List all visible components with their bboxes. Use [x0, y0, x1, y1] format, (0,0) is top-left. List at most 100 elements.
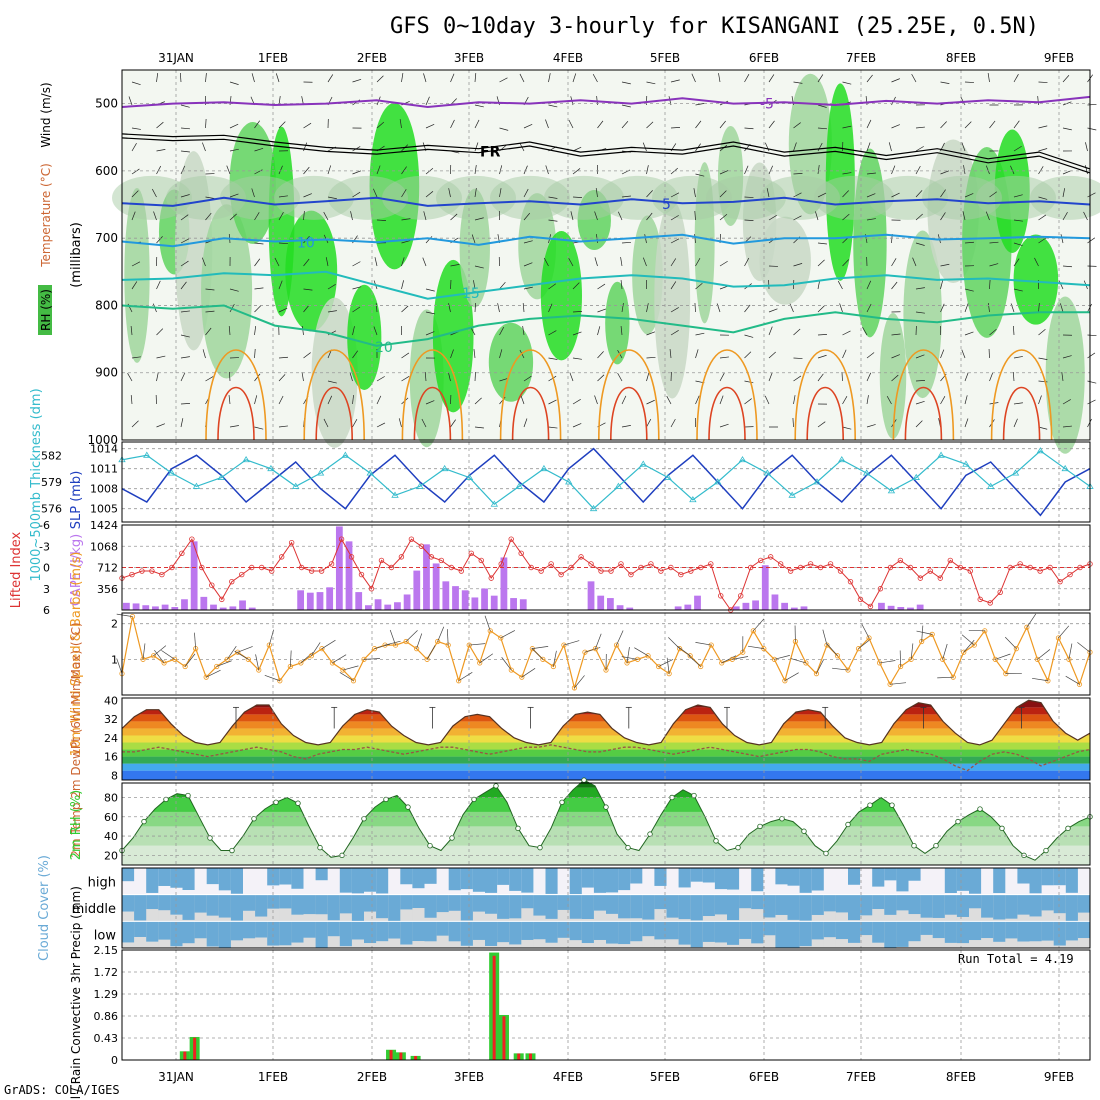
wind-barb-10m [268, 629, 275, 646]
cloud-cell [787, 921, 801, 948]
wind-barb [1012, 372, 1015, 382]
wind-barb [202, 142, 206, 152]
wind-barb [254, 349, 256, 359]
cloud-cell [630, 894, 643, 919]
temp-band [122, 763, 1090, 771]
wind-barb [180, 372, 186, 382]
wind-barb [499, 165, 503, 175]
thickness-tick-label: 582 [41, 449, 62, 462]
wind-speed-marker [308, 653, 314, 659]
cloud-cell [134, 894, 147, 921]
lifted-index-marker [857, 596, 864, 603]
lifted-index-marker [328, 561, 335, 567]
cloud-cell [557, 894, 571, 910]
wind-barb [1060, 303, 1064, 313]
wind-speed-marker [834, 653, 841, 659]
wind-barb [425, 96, 430, 106]
wind-barb [1062, 101, 1072, 106]
wind-barb-10m [553, 650, 557, 667]
cloud-cell-bg [823, 868, 837, 895]
wind-barb [891, 374, 899, 382]
wind-barb [1062, 355, 1072, 359]
wind-barb [523, 165, 528, 175]
wind-barb [275, 73, 280, 83]
wind-barb [719, 120, 726, 129]
cloud-cell [1017, 868, 1030, 884]
wind-barb [621, 241, 632, 244]
lifted-index-marker [748, 564, 754, 571]
wind-barb [205, 327, 212, 336]
cloud-cell-bg [255, 868, 268, 895]
wind-speed-marker [329, 660, 336, 666]
cloud-cell [981, 921, 994, 939]
cloud-level-label: high [88, 875, 116, 890]
wind-barb-10m [747, 645, 764, 649]
wind-barb-10m [206, 669, 221, 678]
wind-barb [989, 241, 999, 244]
wind-barb [229, 123, 239, 129]
cape-bar [239, 600, 246, 610]
temp-band [122, 728, 1090, 736]
wind-barb [523, 262, 533, 267]
rh-marker [757, 823, 763, 830]
wind-barb [229, 193, 239, 198]
wind-barb [499, 77, 508, 83]
wind-barb [499, 326, 505, 336]
wind-barb [670, 329, 679, 336]
temp-band [122, 770, 1090, 780]
wind-speed-marker [182, 663, 188, 670]
lifted-index-marker [887, 564, 894, 571]
lifted-index-marker [777, 561, 784, 567]
wind-barb [646, 418, 652, 428]
wind-speed-marker [319, 646, 325, 652]
wind-speed-marker [824, 642, 830, 648]
wind-barb-10m [721, 655, 737, 664]
wind-barb [301, 372, 304, 382]
cloud-cell [775, 868, 788, 885]
lifted-index-marker [837, 568, 844, 574]
wind-barb [768, 372, 773, 382]
wind-barb [621, 104, 631, 108]
wind-barb [254, 212, 260, 221]
wind-barb [793, 81, 803, 84]
temp-axis-label: 2m Temp 2m DewPt (6hr Min/Max) (°C) [69, 622, 83, 857]
wind-barb-10m [154, 649, 165, 664]
wind-barb [1062, 212, 1068, 221]
cloud-cell [932, 921, 946, 939]
cape-bar [587, 581, 595, 610]
wind-barb [278, 121, 286, 129]
thickness-marker [912, 473, 920, 480]
warm-contour [205, 349, 267, 441]
wind-speed-marker [971, 642, 977, 648]
cloud-cell [194, 921, 208, 939]
cloud-cell [545, 868, 559, 894]
cloud-cell [799, 868, 813, 893]
cloud-cell [860, 921, 873, 936]
cape-bar [365, 605, 372, 610]
date-label-bottom: 8FEB [946, 1070, 976, 1084]
wind-barb [817, 142, 823, 152]
wind-barb [274, 257, 280, 267]
wind-barb [842, 172, 852, 175]
rh-shading [903, 230, 942, 399]
lifted-index-marker [468, 550, 474, 557]
wind-barb [817, 334, 828, 336]
cape-bar [355, 592, 363, 610]
cloud-cell [654, 921, 667, 940]
slp-frame [121, 441, 1091, 523]
thickness-marker [887, 487, 896, 494]
wind-barb [620, 257, 623, 267]
wind-barb [719, 190, 727, 198]
wind-barb-10m [574, 675, 585, 689]
cloud-cell [351, 868, 365, 894]
wind-barb [985, 211, 990, 221]
lifted-index-marker [807, 561, 814, 567]
wind-barb [229, 81, 239, 85]
wind-barb [964, 121, 972, 129]
rh-shading [1045, 296, 1085, 454]
wind-barb [989, 328, 997, 336]
cloud-cell [472, 894, 486, 912]
wind-barb-10m [774, 655, 790, 660]
cloud-cell [618, 894, 631, 919]
wind-barb [401, 375, 410, 382]
